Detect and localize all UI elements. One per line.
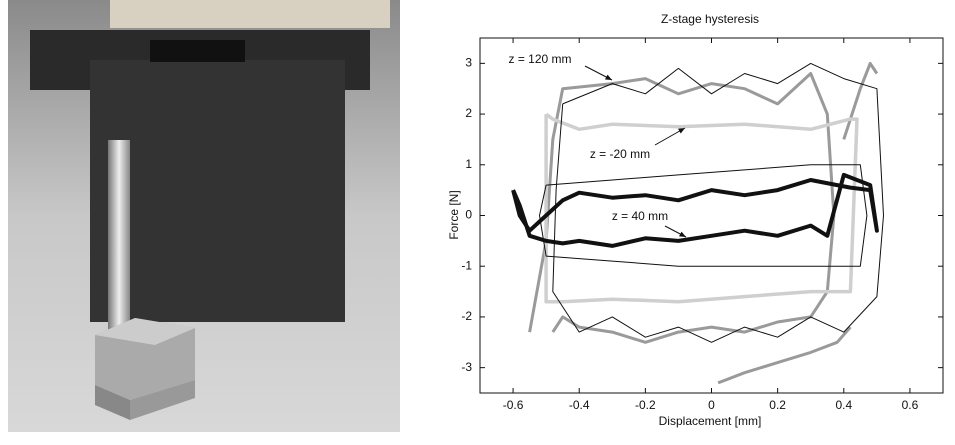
photo: [8, 0, 400, 432]
chart-title: Z-stage hysteresis: [661, 12, 759, 26]
x-tick-label: -0.6: [503, 398, 524, 412]
annotation-background: [609, 208, 671, 225]
data-line: [544, 112, 859, 304]
x-axis-label: Displacement [mm]: [659, 414, 762, 428]
annotation: z = 40 mm: [612, 209, 668, 223]
y-tick-label: 1: [465, 157, 472, 171]
data-line: [511, 172, 879, 248]
y-tick-label: -2: [461, 309, 472, 323]
annotation-arrowhead: [678, 128, 685, 134]
annotation-background: [587, 146, 653, 163]
y-axis-label: Force [N]: [447, 190, 461, 239]
x-tick-label: -0.2: [635, 398, 656, 412]
x-tick-label: -0.4: [569, 398, 590, 412]
y-tick-label: -3: [461, 360, 472, 374]
x-tick-label: 0.6: [902, 398, 919, 412]
data-line: [539, 164, 868, 267]
annotation: z = -20 mm: [590, 147, 650, 161]
y-tick-label: -1: [461, 258, 472, 272]
y-tick-label: 3: [465, 56, 472, 70]
annotation-arrowhead: [679, 231, 686, 237]
x-tick-label: 0: [708, 398, 715, 412]
annotation-background: [506, 51, 574, 68]
data-line: [552, 62, 884, 343]
x-tick-label: 0.2: [769, 398, 786, 412]
x-tick-label: 0.4: [835, 398, 852, 412]
annotation: z = 120 mm: [508, 52, 571, 66]
data-line: [717, 326, 852, 385]
y-tick-label: 0: [465, 208, 472, 222]
y-tick-label: 2: [465, 106, 472, 120]
data-line: [842, 61, 879, 140]
annotation-arrowhead: [605, 74, 612, 80]
